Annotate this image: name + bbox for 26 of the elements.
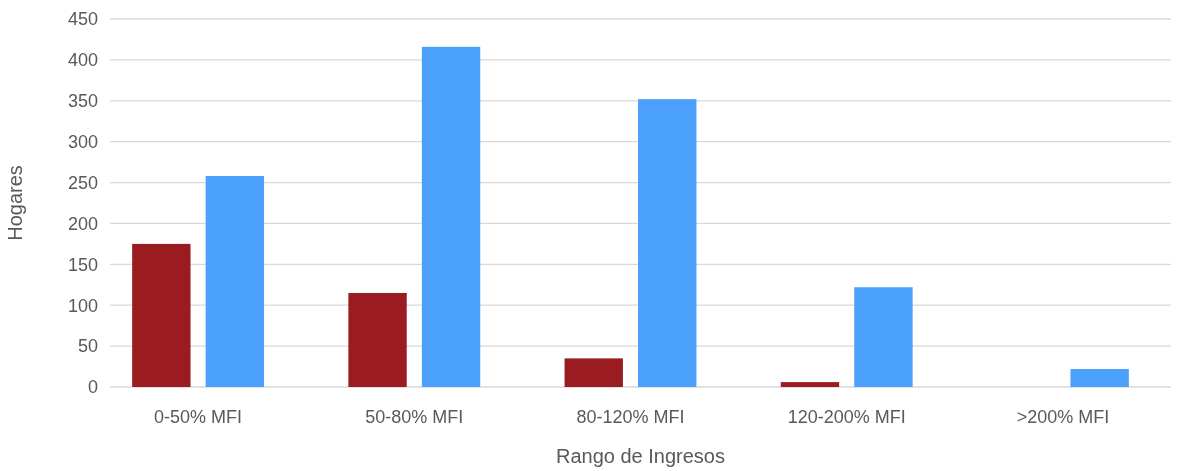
y-tick-label: 450 xyxy=(67,9,98,30)
x-axis-title: Rango de Ingresos xyxy=(555,445,726,467)
bar xyxy=(564,358,623,387)
bar xyxy=(205,176,265,387)
y-tick-label: 350 xyxy=(67,91,98,112)
y-tick-label: 150 xyxy=(67,254,98,275)
bar xyxy=(780,382,840,387)
y-tick-label: 0 xyxy=(87,377,98,398)
y-tick-label: 250 xyxy=(67,172,98,193)
x-tick-label: 80-120% MFI xyxy=(576,407,685,427)
bar xyxy=(421,46,481,387)
bar xyxy=(348,292,407,387)
bar xyxy=(132,243,191,387)
y-tick-label: 300 xyxy=(67,131,98,152)
y-tick-label: 100 xyxy=(67,295,98,316)
y-axis-title: Hogares xyxy=(4,165,26,241)
x-tick-label: 0-50% MFI xyxy=(154,407,243,427)
bar xyxy=(854,287,913,387)
x-tick-label: 50-80% MFI xyxy=(365,407,464,427)
bar xyxy=(1070,369,1129,387)
bar xyxy=(638,99,697,387)
y-tick-label: 200 xyxy=(67,213,98,234)
x-tick-label: 120-200% MFI xyxy=(787,407,906,427)
x-tick-label: >200% MFI xyxy=(1016,407,1110,427)
y-tick-label: 50 xyxy=(77,336,98,357)
y-tick-label: 400 xyxy=(67,50,98,71)
